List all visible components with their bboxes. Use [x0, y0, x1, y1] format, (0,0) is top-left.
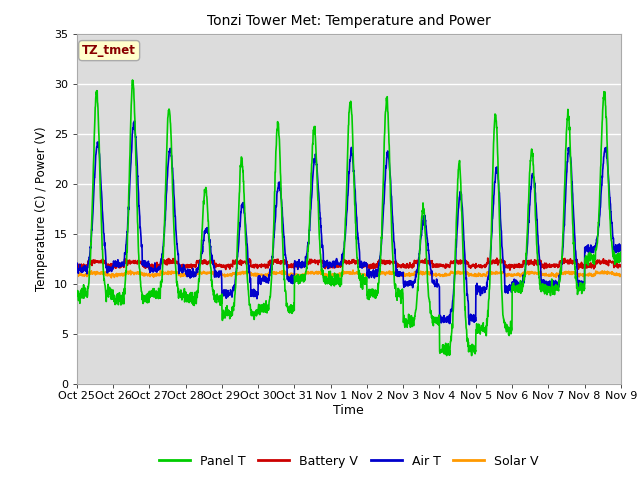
Battery V — [617, 263, 625, 269]
Air T — [225, 291, 232, 297]
Solar V — [108, 275, 115, 281]
Line: Solar V: Solar V — [77, 270, 621, 278]
Panel T — [617, 258, 625, 264]
Solar V — [570, 270, 577, 276]
X-axis label: Time: Time — [333, 404, 364, 417]
Legend: Panel T, Battery V, Air T, Solar V: Panel T, Battery V, Air T, Solar V — [154, 450, 544, 473]
Air T — [131, 118, 138, 124]
Line: Air T: Air T — [77, 121, 621, 324]
Line: Battery V: Battery V — [77, 258, 621, 270]
Panel T — [508, 324, 515, 330]
Title: Tonzi Tower Met: Temperature and Power: Tonzi Tower Met: Temperature and Power — [207, 14, 491, 28]
Solar V — [349, 267, 356, 273]
Solar V — [584, 271, 592, 276]
Panel T — [376, 263, 384, 269]
Panel T — [443, 353, 451, 359]
Solar V — [377, 269, 385, 275]
Air T — [508, 283, 515, 288]
Solar V — [617, 272, 625, 278]
Air T — [73, 267, 81, 273]
Battery V — [376, 259, 384, 265]
Battery V — [506, 267, 514, 273]
Solar V — [225, 272, 232, 278]
Panel T — [570, 233, 577, 239]
Battery V — [570, 258, 577, 264]
Battery V — [484, 255, 492, 261]
Y-axis label: Temperature (C) / Power (V): Temperature (C) / Power (V) — [35, 127, 48, 291]
Air T — [617, 245, 625, 251]
Battery V — [73, 263, 81, 268]
Air T — [584, 242, 592, 248]
Battery V — [225, 264, 232, 269]
Air T — [365, 269, 372, 275]
Air T — [376, 252, 384, 258]
Panel T — [129, 77, 136, 83]
Air T — [570, 204, 577, 209]
Battery V — [365, 265, 372, 271]
Panel T — [584, 262, 592, 268]
Battery V — [508, 262, 515, 267]
Solar V — [73, 273, 81, 279]
Solar V — [508, 271, 515, 277]
Solar V — [365, 272, 372, 278]
Battery V — [584, 264, 592, 270]
Line: Panel T: Panel T — [77, 80, 621, 356]
Panel T — [225, 311, 232, 316]
Air T — [465, 322, 473, 327]
Panel T — [73, 289, 81, 295]
Panel T — [365, 291, 372, 297]
Text: TZ_tmet: TZ_tmet — [82, 44, 136, 57]
